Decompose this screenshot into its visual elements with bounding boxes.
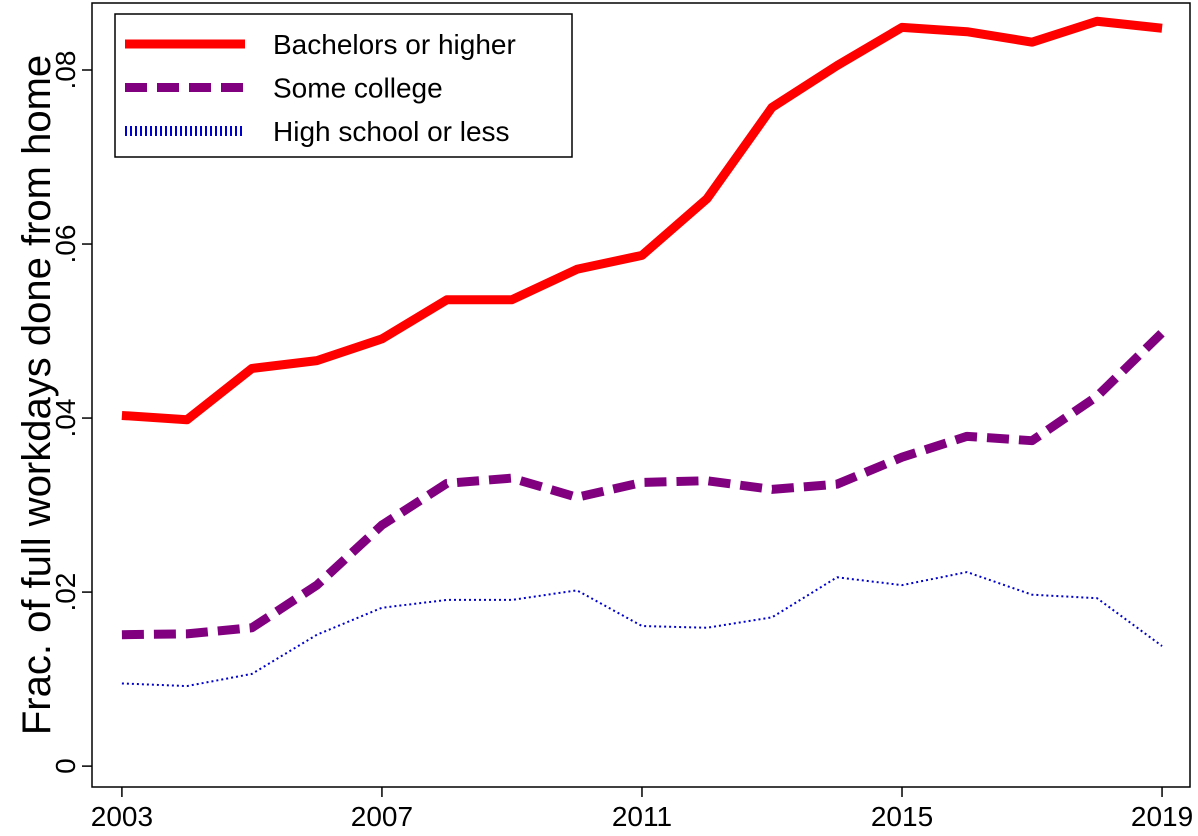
y-tick-label: .02 (50, 573, 81, 612)
legend-label: Some college (273, 73, 443, 104)
plot-frame (91, 2, 1191, 788)
y-tick-label: .06 (50, 225, 81, 264)
x-tick-label: 2003 (91, 801, 153, 832)
x-tick-label: 2011 (612, 801, 672, 832)
y-tick-label: 0 (50, 758, 81, 774)
y-axis-label: Frac. of full workdays done from home (15, 55, 59, 735)
x-tick-label: 2007 (351, 801, 413, 832)
series-line (121, 16, 1163, 425)
series-line (121, 329, 1166, 640)
x-tick-label: 2015 (871, 801, 933, 832)
y-tick-label: .08 (50, 51, 81, 90)
legend-label: Bachelors or higher (273, 29, 516, 60)
series-line (121, 571, 1163, 688)
y-tick-label: .04 (50, 399, 81, 438)
x-tick-label: 2019 (1131, 801, 1193, 832)
legend-label: High school or less (273, 116, 510, 147)
